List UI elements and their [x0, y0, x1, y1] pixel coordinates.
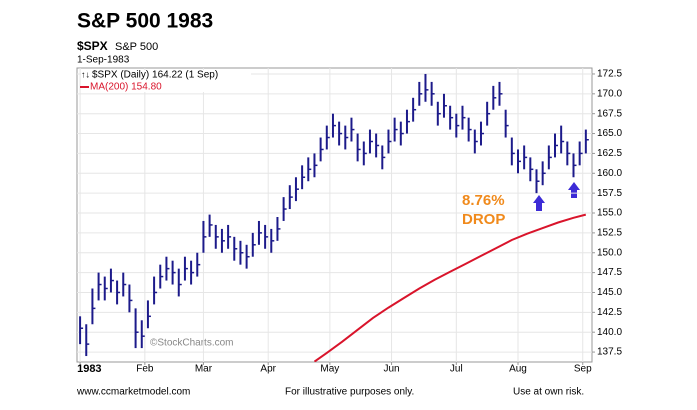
y-tick-label: 155.0	[597, 208, 622, 219]
chart-title: S&P 500 1983	[77, 10, 213, 33]
watermark: ©StockCharts.com	[150, 338, 234, 349]
symbol-name: S&P 500	[115, 41, 158, 53]
y-tick-label: 142.5	[597, 307, 622, 318]
legend-entry: $SPX (Daily) 164.22 (1 Sep)	[92, 70, 218, 81]
y-tick-label: 160.0	[597, 168, 622, 179]
annotation: 8.76%	[462, 192, 505, 209]
legend-icon: ↑↓	[81, 69, 90, 79]
symbol: $SPX	[77, 39, 108, 53]
ma-line	[313, 213, 587, 362]
footer: For illustrative purposes only.	[285, 387, 414, 398]
x-tick-label: Feb	[136, 364, 154, 375]
legend-box	[81, 70, 251, 92]
x-tick-label: Jul	[450, 364, 463, 375]
x-tick-label: Jun	[383, 364, 399, 375]
footer: Use at own risk.	[513, 387, 584, 398]
x-tick-label: Aug	[509, 364, 527, 375]
y-tick-label: 165.0	[597, 128, 622, 139]
legend-entry: MA(200) 154.80	[90, 82, 162, 93]
x-tick-label: Apr	[260, 364, 276, 375]
y-tick-label: 140.0	[597, 327, 622, 338]
y-tick-label: 152.5	[597, 228, 622, 239]
x-tick-label: Sep	[574, 364, 592, 375]
x-tick-label: Mar	[195, 364, 213, 375]
y-tick-label: 167.5	[597, 108, 622, 119]
y-tick-label: 162.5	[597, 148, 622, 159]
y-tick-label: 145.0	[597, 287, 622, 298]
footer: www.ccmarketmodel.com	[76, 387, 190, 398]
arrow	[533, 195, 545, 211]
plot-frame	[76, 67, 593, 363]
y-tick-label: 150.0	[597, 247, 622, 258]
date: 1-Sep-1983	[77, 55, 130, 66]
x-tick-label: May	[320, 364, 339, 375]
annotation: DROP	[462, 211, 505, 228]
y-tick-label: 172.5	[597, 69, 622, 80]
y-tick-label: 157.5	[597, 188, 622, 199]
y-tick-label: 147.5	[597, 267, 622, 278]
y-tick-label: 170.0	[597, 88, 622, 99]
arrow	[568, 182, 580, 198]
y-tick-label: 137.5	[597, 347, 622, 358]
x-tick-label: 1983	[77, 363, 101, 375]
